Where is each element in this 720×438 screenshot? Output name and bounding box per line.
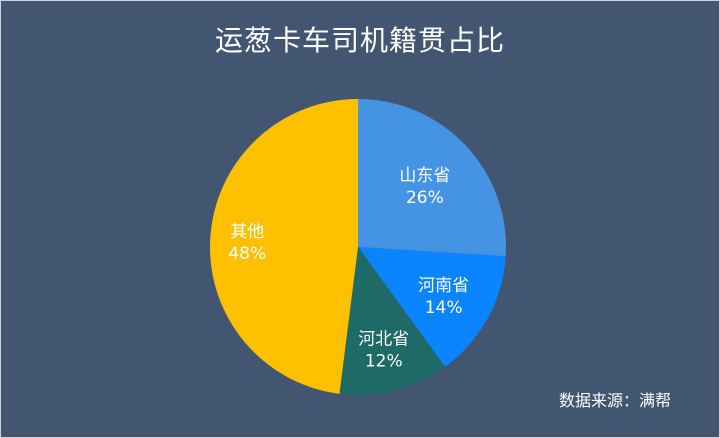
pie-slice-shandong [358,99,506,257]
slice-value-hebei: 12% [365,351,403,371]
slice-label-other: 其他 [230,222,264,242]
slice-label-henan: 河南省 [418,276,469,296]
slice-label-shandong: 山东省 [399,166,450,186]
pie-slice-other [209,99,358,394]
slice-value-shandong: 26% [406,188,444,208]
slice-value-henan: 14% [425,298,463,318]
slice-value-other: 48% [228,244,266,264]
data-source: 数据来源：满帮 [558,391,671,410]
slice-label-hebei: 河北省 [358,329,409,349]
pie-slice-hebei [339,247,445,396]
pie-slice-henan [358,247,506,367]
chart-title: 运葱卡车司机籍贯占比 [214,24,505,57]
